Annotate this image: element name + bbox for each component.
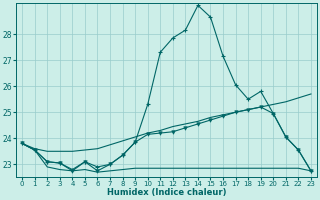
X-axis label: Humidex (Indice chaleur): Humidex (Indice chaleur) [107,188,226,197]
